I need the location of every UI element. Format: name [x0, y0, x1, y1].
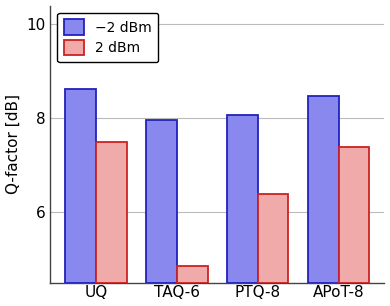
- Legend: −2 dBm, 2 dBm: −2 dBm, 2 dBm: [57, 13, 158, 62]
- Bar: [146, 120, 177, 283]
- Bar: [66, 89, 96, 283]
- Bar: [339, 147, 369, 283]
- Bar: [177, 266, 207, 283]
- Bar: [308, 96, 339, 283]
- Bar: [96, 142, 127, 283]
- Bar: [227, 114, 258, 283]
- Y-axis label: Q-factor [dB]: Q-factor [dB]: [5, 94, 21, 194]
- Bar: [258, 194, 289, 283]
